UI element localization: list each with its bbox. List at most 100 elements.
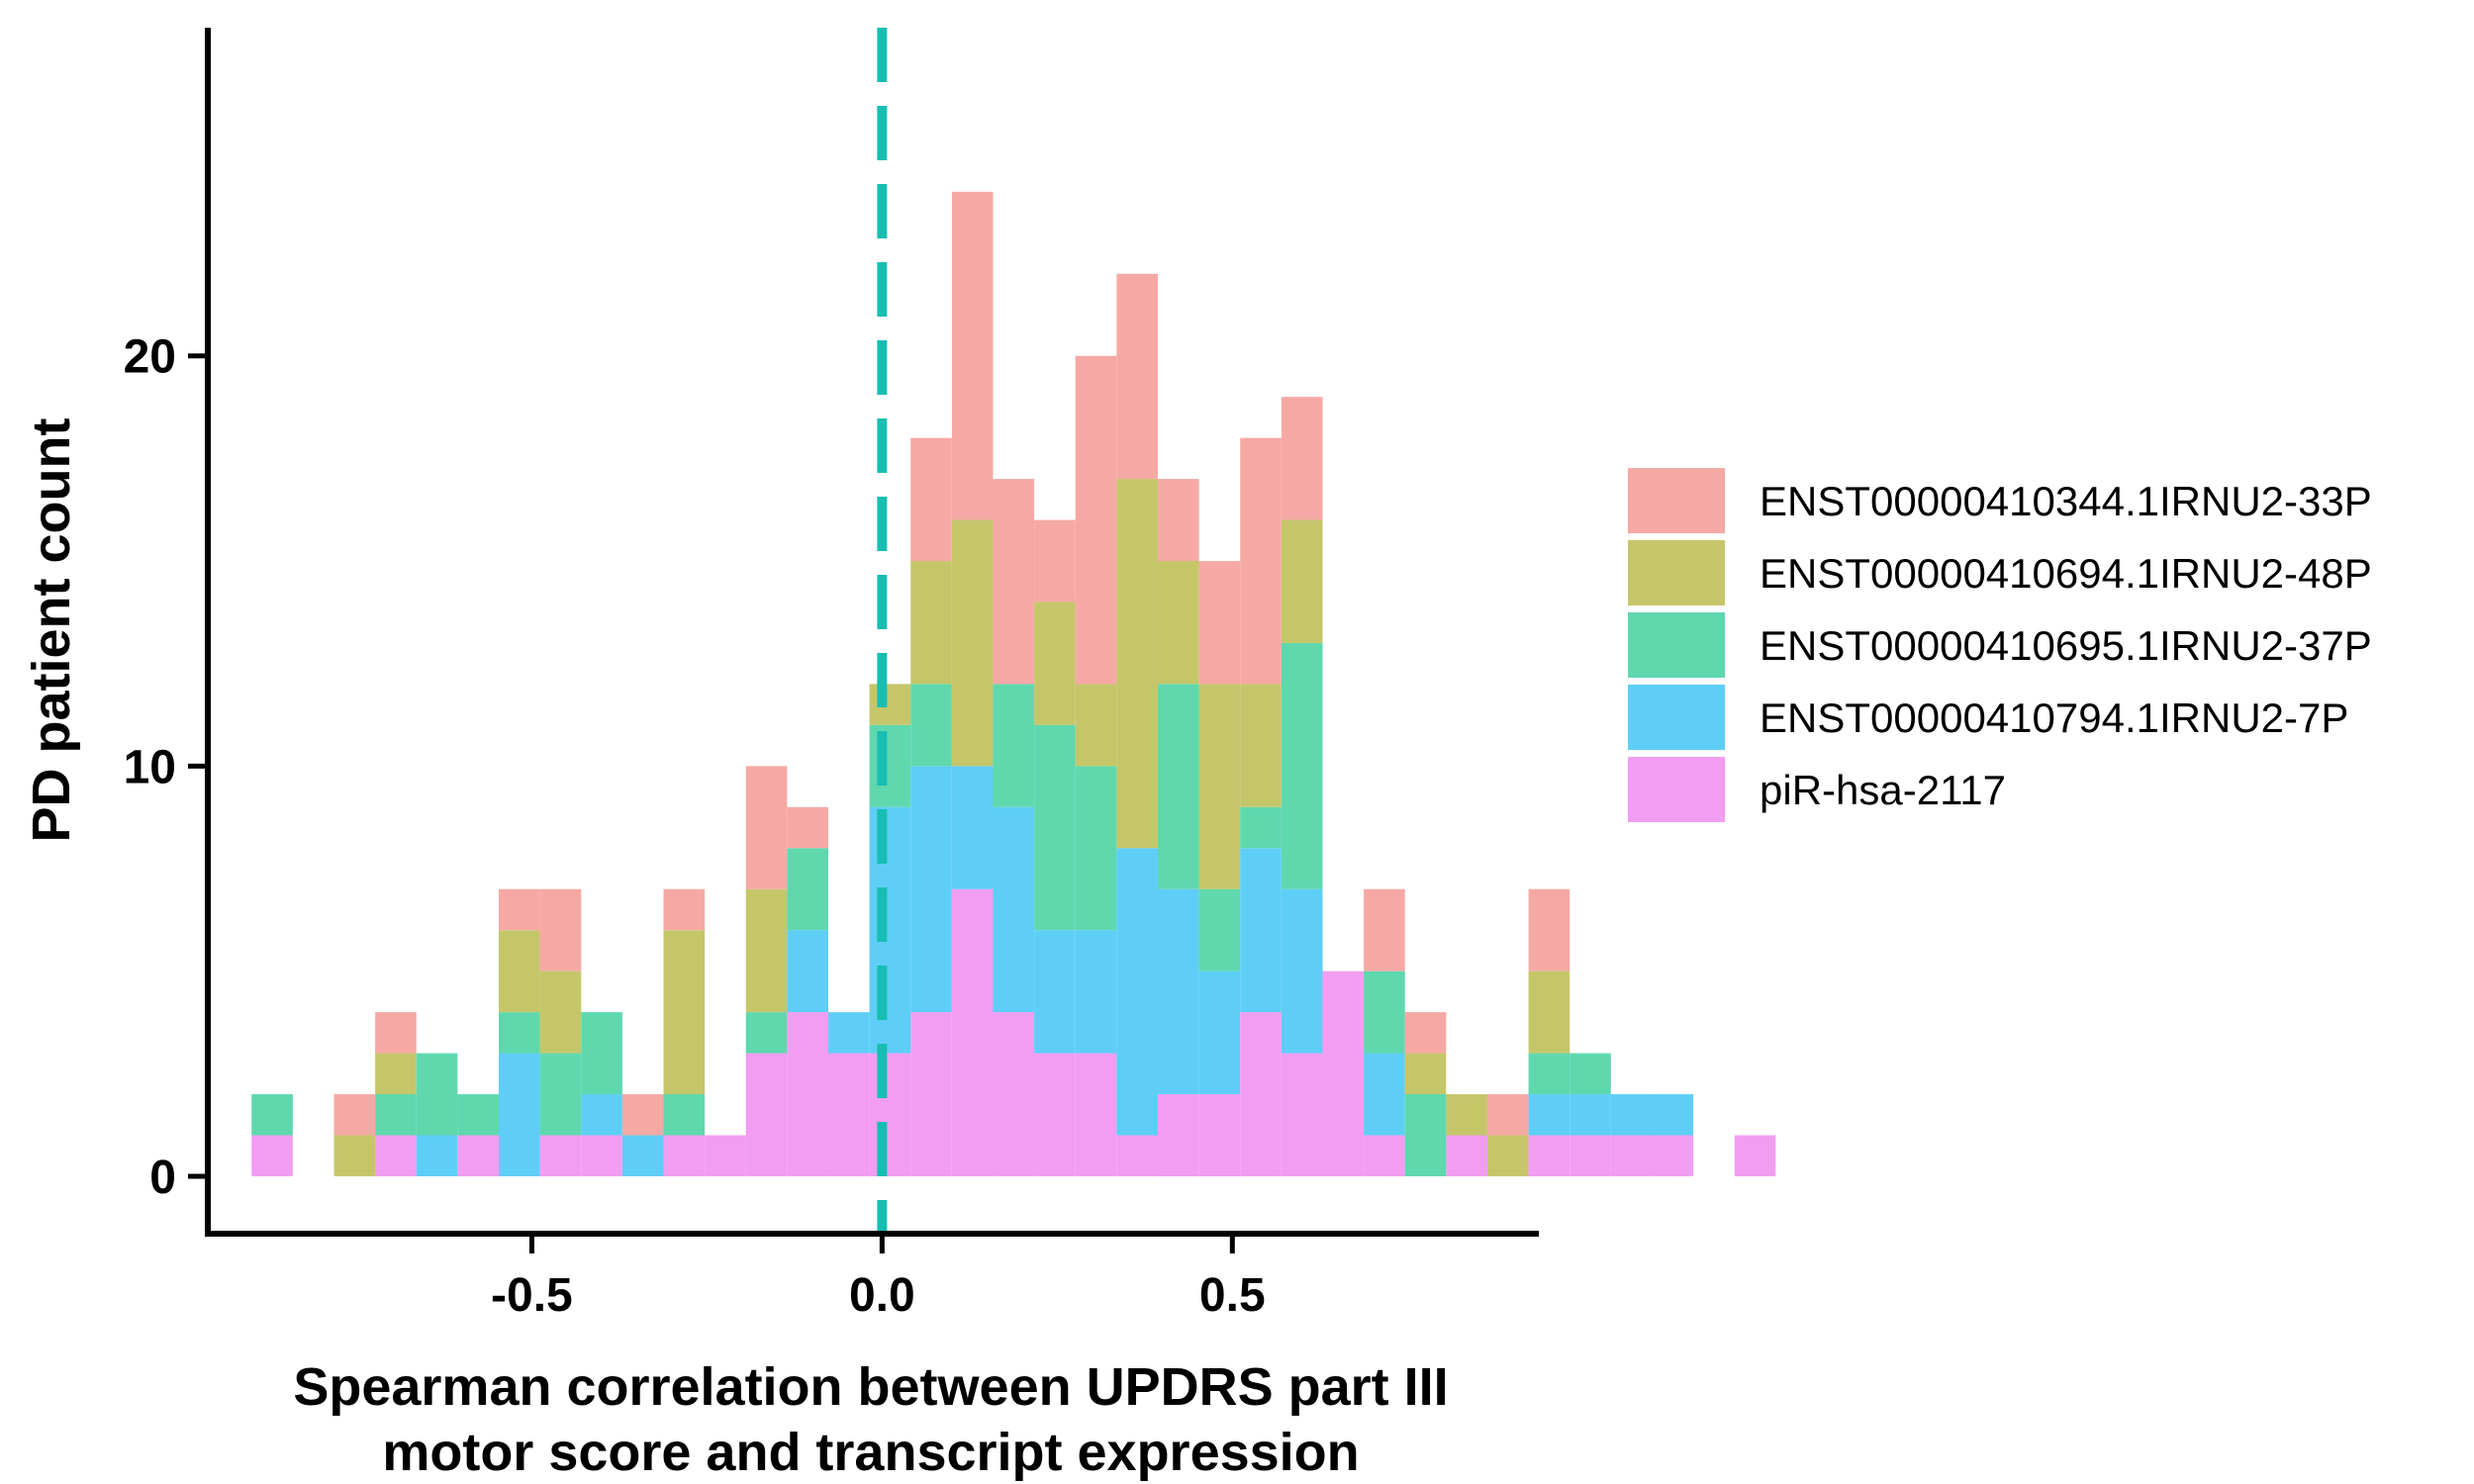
x-tick-label: -0.5 [491, 1269, 573, 1322]
bar-segment-s4-b31 [1528, 888, 1570, 972]
bar-segment-s1-b14 [827, 1012, 870, 1054]
bar-segment-s2-b18 [993, 684, 1035, 807]
bar-segment-s3-b10 [663, 930, 706, 1095]
bar-segment-s0-b12 [745, 1053, 788, 1176]
bar-segment-s2-b23 [1198, 888, 1241, 972]
bar-segment-s2-b22 [1157, 684, 1199, 889]
legend-label: ENST00000410794.1IRNU2-7P [1760, 695, 2348, 741]
bar-segment-s4-b2 [333, 1094, 376, 1136]
bar-segment-s1-b31 [1528, 1094, 1570, 1136]
y-tick-label: 10 [124, 741, 176, 793]
bar-segment-s4-b9 [621, 1094, 664, 1136]
bar-segment-s0-b36 [1734, 1135, 1776, 1176]
bar-segment-s3-b31 [1528, 971, 1570, 1054]
bar-segment-s2-b19 [1034, 724, 1076, 931]
bar-segment-s0-b20 [1075, 1053, 1117, 1176]
bar-segment-s3-b28 [1404, 1053, 1447, 1095]
bar-segment-s2-b3 [375, 1094, 417, 1136]
bar-segment-s2-b4 [416, 1053, 458, 1136]
bar-segment-s0-b0 [251, 1135, 293, 1176]
x-tick-label: 0.0 [849, 1269, 915, 1322]
axes: -0.5 0.0 0.5 0 10 20 Spearman correlation betw… [22, 28, 1539, 1482]
legend-swatch [1628, 685, 1725, 750]
legend-swatch [1628, 612, 1725, 678]
bar-segment-s0-b13 [787, 1012, 828, 1176]
bar-segment-s2-b0 [251, 1094, 293, 1136]
bar-segment-s2-b27 [1364, 971, 1405, 1054]
bar-segment-s0-b14 [827, 1053, 870, 1176]
bar-segment-s1-b34 [1652, 1094, 1694, 1136]
bar-segment-s1-b25 [1281, 888, 1323, 1054]
bar-segment-s4-b18 [993, 479, 1035, 685]
bar-segment-s4-b17 [951, 191, 994, 520]
bar-segment-s0-b17 [951, 888, 994, 1176]
bar-segment-s2-b13 [787, 848, 828, 931]
bar-segment-s2-b12 [745, 1012, 788, 1054]
bar-segment-s1-b23 [1198, 971, 1241, 1095]
bar-segment-s4-b23 [1198, 561, 1241, 685]
bar-segment-s3-b22 [1157, 561, 1199, 685]
bar-segment-s3-b29 [1446, 1094, 1487, 1136]
bar-segment-s0-b8 [581, 1135, 622, 1176]
bar-segment-s4-b24 [1240, 437, 1282, 685]
bar-segment-s0-b26 [1322, 971, 1365, 1176]
bar-segment-s0-b11 [705, 1135, 746, 1176]
bar-segment-s1-b15 [869, 806, 911, 1054]
bar-segment-s1-b4 [416, 1135, 458, 1176]
bar-segment-s2-b6 [498, 1012, 540, 1054]
bar-segment-s1-b24 [1240, 848, 1282, 1013]
bar-segment-s2-b25 [1281, 642, 1323, 889]
legend-swatch [1628, 540, 1725, 605]
bar-segment-s3-b2 [333, 1135, 376, 1176]
bar-segment-s2-b28 [1404, 1094, 1447, 1176]
legend-label: ENST00000410695.1IRNU2-37P [1760, 622, 2372, 669]
bars-layer [251, 191, 1776, 1176]
bar-segment-s2-b31 [1528, 1053, 1570, 1095]
bar-segment-s0-b25 [1281, 1053, 1323, 1176]
bar-segment-s4-b19 [1034, 519, 1076, 603]
bar-segment-s1-b21 [1116, 848, 1158, 1136]
bar-segment-s3-b21 [1116, 479, 1158, 849]
bar-segment-s1-b27 [1364, 1053, 1405, 1136]
legend-label: piR-hsa-2117 [1760, 767, 2006, 813]
bar-segment-s1-b16 [910, 766, 952, 1013]
bar-segment-s2-b32 [1570, 1053, 1611, 1095]
legend: ENST00000410344.1IRNU2-33P ENST0000041069… [1628, 468, 2372, 822]
bar-segment-s3-b12 [745, 888, 788, 1013]
bar-segment-s2-b5 [457, 1094, 499, 1136]
bar-segment-s0-b3 [375, 1135, 417, 1176]
bar-segment-s2-b20 [1075, 766, 1117, 931]
bar-segment-s3-b16 [910, 561, 952, 685]
bar-segment-s4-b13 [787, 806, 828, 849]
bar-segment-s1-b8 [581, 1094, 622, 1136]
bar-segment-s4-b20 [1075, 355, 1117, 685]
bar-segment-s1-b9 [621, 1135, 664, 1176]
legend-swatch [1628, 468, 1725, 533]
bar-segment-s0-b32 [1570, 1135, 1611, 1176]
bar-segment-s4-b25 [1281, 397, 1323, 520]
y-axis-title: PD patient count [22, 417, 81, 842]
bar-segment-s0-b34 [1652, 1135, 1694, 1176]
bar-segment-s0-b23 [1198, 1094, 1241, 1176]
bar-segment-s1-b13 [787, 930, 828, 1013]
bar-segment-s0-b27 [1364, 1135, 1405, 1176]
bar-segment-s0-b33 [1610, 1135, 1653, 1176]
bar-segment-s2-b15 [869, 724, 911, 807]
bar-segment-s2-b24 [1240, 806, 1282, 849]
bar-segment-s3-b3 [375, 1053, 417, 1095]
bar-segment-s4-b21 [1116, 273, 1158, 480]
bar-segment-s3-b20 [1075, 684, 1117, 767]
bar-segment-s1-b18 [993, 806, 1035, 1013]
x-tick-label: 0.5 [1199, 1269, 1266, 1322]
x-axis-title: Spearman correlation between UPDRS part … [293, 1357, 1448, 1482]
bar-segment-s2-b8 [581, 1012, 622, 1095]
y-tick-label: 20 [124, 331, 176, 384]
legend-label: ENST00000410694.1IRNU2-48P [1760, 550, 2372, 597]
bar-segment-s0-b19 [1034, 1053, 1076, 1176]
bar-segment-s2-b7 [539, 1053, 582, 1136]
bar-segment-s3-b23 [1198, 684, 1241, 889]
bar-segment-s1-b19 [1034, 930, 1076, 1054]
bar-segment-s0-b7 [539, 1135, 582, 1176]
bar-segment-s0-b18 [993, 1012, 1035, 1176]
